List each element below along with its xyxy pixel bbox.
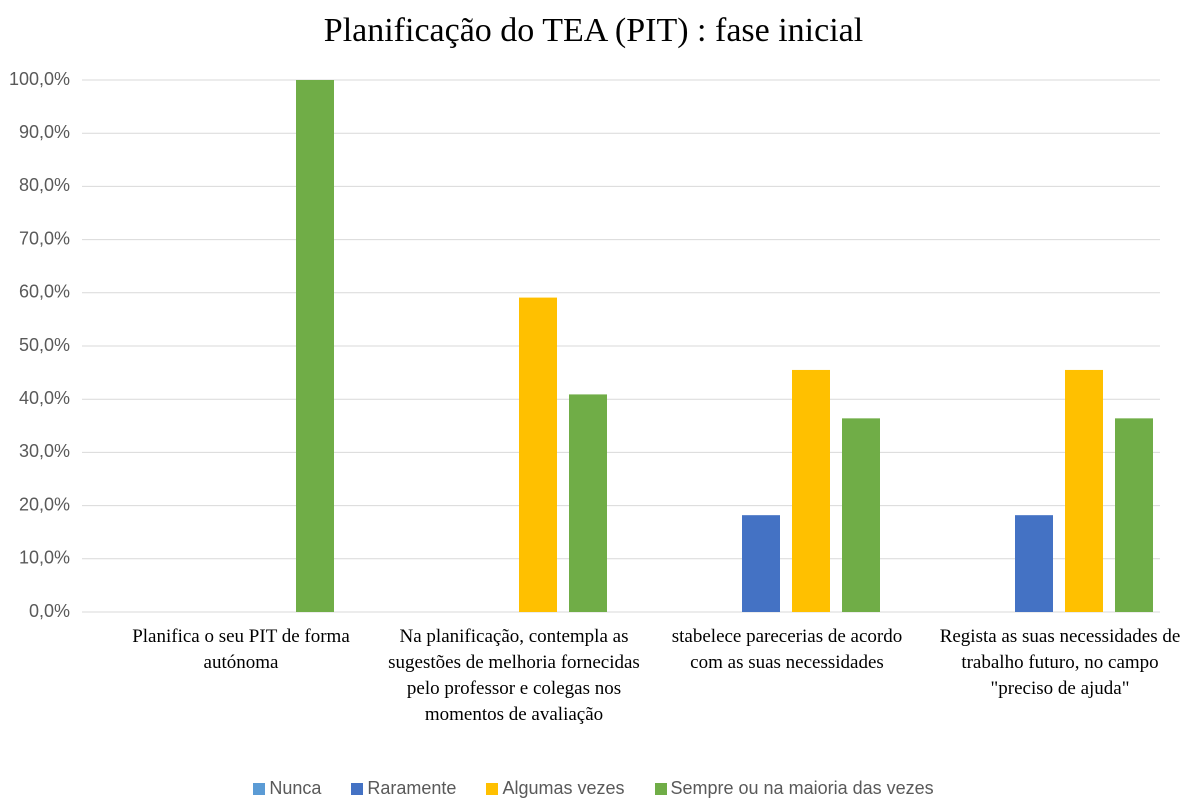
legend-item: Sempre ou na maioria das vezes	[654, 778, 934, 799]
legend-label: Sempre ou na maioria das vezes	[670, 778, 934, 798]
bar	[296, 80, 334, 612]
bar	[519, 297, 557, 612]
legend-item: Algumas vezes	[486, 778, 625, 799]
bar	[1015, 515, 1053, 612]
legend-swatch	[486, 782, 499, 795]
legend-label: Raramente	[367, 778, 457, 798]
bar	[569, 394, 607, 612]
x-tick-label: stabelece parecerias de acordo com as su…	[671, 626, 903, 673]
y-tick-label: 60,0%	[19, 282, 70, 302]
bar	[842, 418, 880, 612]
bar	[1065, 369, 1103, 612]
bar	[792, 369, 830, 612]
legend-label: Algumas vezes	[502, 778, 625, 798]
x-tick-label: Na planificação, contempla as sugestões …	[388, 626, 640, 725]
y-tick-label: 40,0%	[19, 388, 70, 408]
y-tick-label: 10,0%	[19, 548, 70, 568]
x-tick-label: Regista as suas necessidades de trabalho…	[939, 626, 1181, 699]
y-tick-label: 20,0%	[19, 494, 70, 514]
legend-swatch	[654, 782, 667, 795]
y-tick-label: 70,0%	[19, 228, 70, 248]
legend-item: Nunca	[253, 778, 321, 799]
legend-label: Nunca	[269, 778, 322, 798]
y-tick-label: 80,0%	[19, 175, 70, 195]
legend-swatch	[253, 782, 266, 795]
legend: Nunca Raramente Algumas vezes Sempre ou na …	[0, 778, 1187, 799]
y-tick-label: 50,0%	[19, 335, 70, 355]
y-tick-label: 30,0%	[19, 441, 70, 461]
y-tick-label: 90,0%	[19, 122, 70, 142]
bar	[742, 515, 780, 612]
legend-swatch	[351, 782, 364, 795]
y-tick-label: 0,0%	[29, 601, 70, 621]
y-tick-label: 100,0%	[9, 69, 70, 89]
chart-title: Planificação do TEA (PIT) : fase inicial	[323, 12, 864, 49]
bar	[1115, 418, 1153, 612]
x-tick-label: Planifica o seu PIT de forma autónoma	[132, 626, 350, 673]
legend-item: Raramente	[351, 778, 456, 799]
